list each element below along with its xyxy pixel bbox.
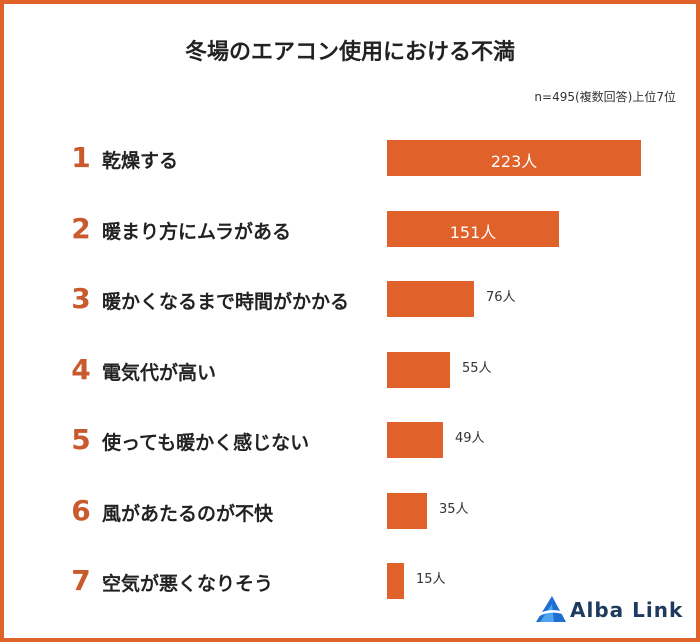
value-label: 15人 bbox=[416, 572, 446, 587]
rank-number: 2 bbox=[71, 212, 91, 245]
bar bbox=[387, 140, 641, 176]
category-label: 空気が悪くなりそう bbox=[102, 573, 274, 595]
value-label: 35人 bbox=[439, 502, 469, 517]
chart-title: 冬場のエアコン使用における不満 bbox=[184, 40, 515, 65]
bar bbox=[387, 211, 559, 247]
value-label: 49人 bbox=[455, 431, 485, 446]
rank-number: 6 bbox=[71, 494, 91, 527]
chart-subtitle: n=495(複数回答)上位7位 bbox=[534, 90, 676, 104]
value-label: 151人 bbox=[449, 223, 497, 242]
alba-link-mountain-icon bbox=[536, 596, 567, 622]
bar bbox=[387, 493, 427, 529]
bar bbox=[387, 352, 450, 388]
rank-number: 7 bbox=[71, 564, 91, 597]
bar bbox=[387, 563, 404, 599]
category-label: 使っても暖かく感じない bbox=[102, 432, 310, 454]
rank-number: 3 bbox=[71, 282, 91, 315]
value-label: 55人 bbox=[462, 361, 492, 376]
bar bbox=[387, 281, 474, 317]
category-label: 暖まり方にムラがある bbox=[102, 221, 292, 243]
rank-number: 1 bbox=[71, 141, 91, 174]
category-label: 暖かくなるまで時間がかかる bbox=[102, 291, 350, 313]
logo-text: Alba Link bbox=[570, 598, 684, 622]
category-label: 電気代が高い bbox=[102, 362, 217, 384]
rank-number: 5 bbox=[71, 423, 91, 456]
alba-link-logo: Alba Link bbox=[534, 592, 684, 628]
value-label: 223人 bbox=[490, 152, 538, 171]
rank-number: 4 bbox=[71, 353, 91, 386]
value-label: 76人 bbox=[486, 290, 516, 305]
bar bbox=[387, 422, 443, 458]
category-label: 乾燥する bbox=[102, 150, 179, 172]
category-label: 風があたるのが不快 bbox=[102, 503, 274, 525]
